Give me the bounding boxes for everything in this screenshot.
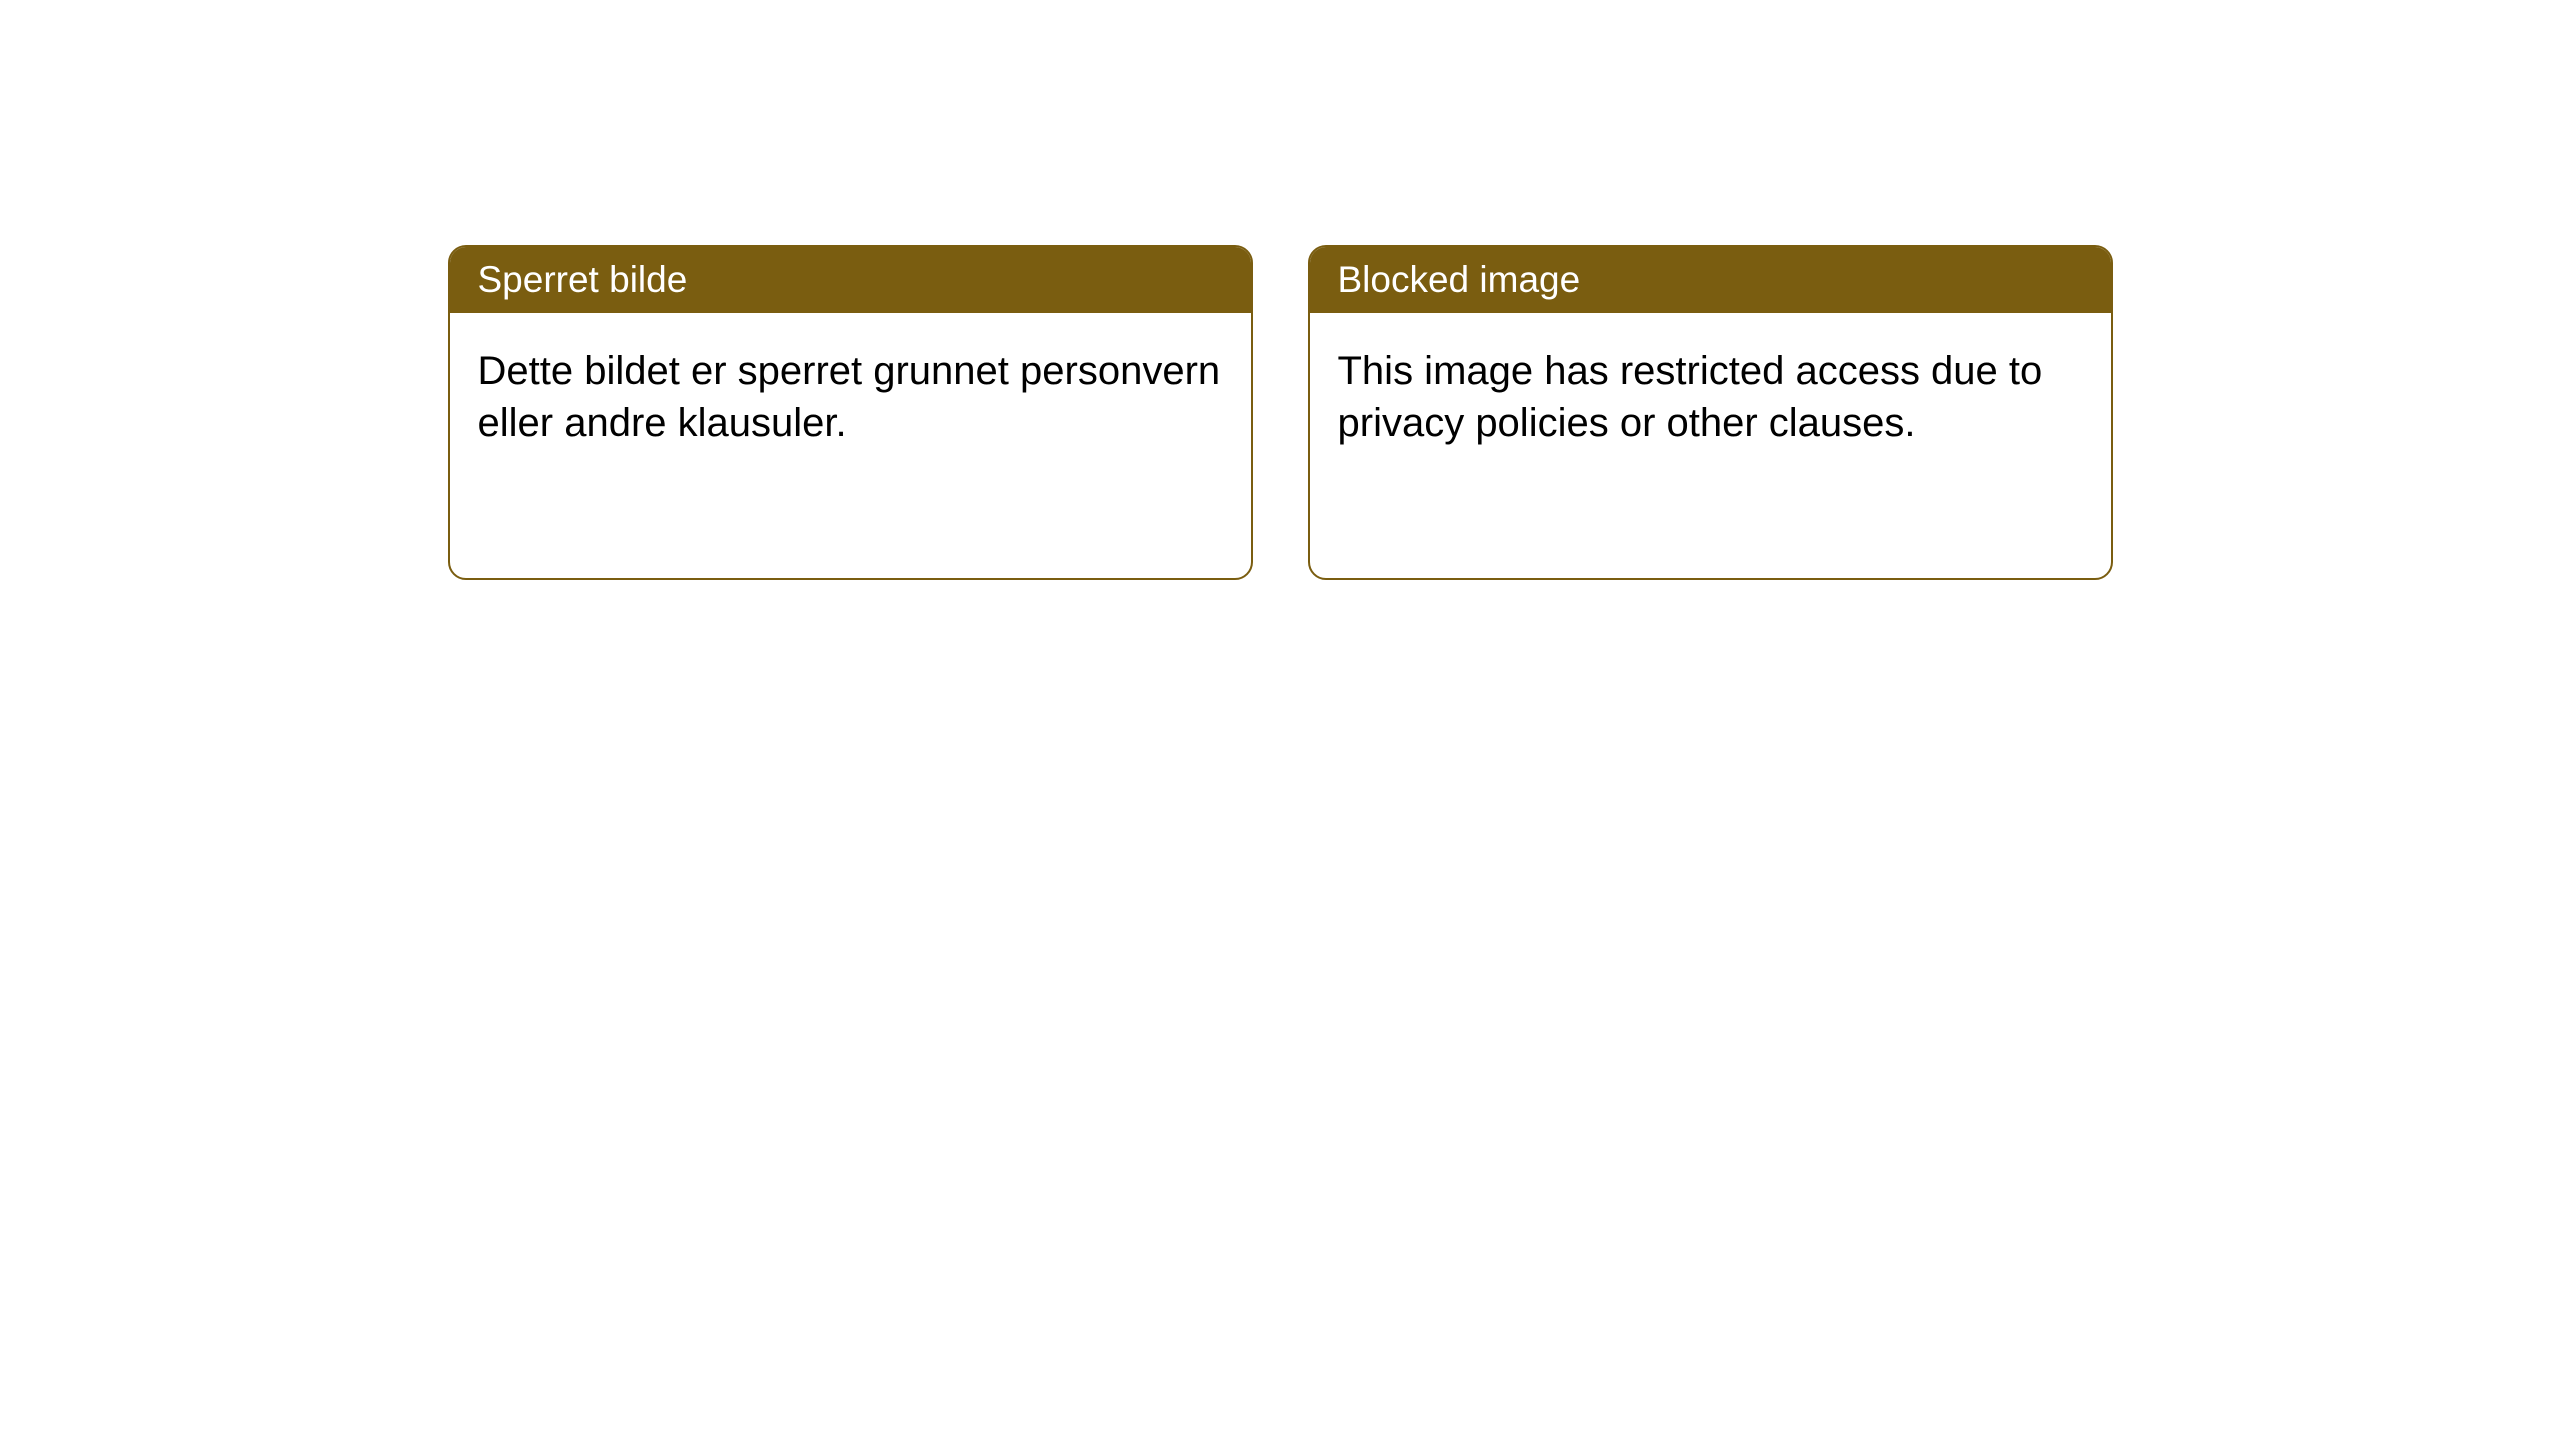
notice-card-english: Blocked image This image has restricted … xyxy=(1308,245,2113,580)
card-body: Dette bildet er sperret grunnet personve… xyxy=(450,313,1251,481)
card-header: Blocked image xyxy=(1310,247,2111,313)
notice-card-norwegian: Sperret bilde Dette bildet er sperret gr… xyxy=(448,245,1253,580)
card-body: This image has restricted access due to … xyxy=(1310,313,2111,481)
card-header: Sperret bilde xyxy=(450,247,1251,313)
notice-cards-container: Sperret bilde Dette bildet er sperret gr… xyxy=(448,245,2113,580)
